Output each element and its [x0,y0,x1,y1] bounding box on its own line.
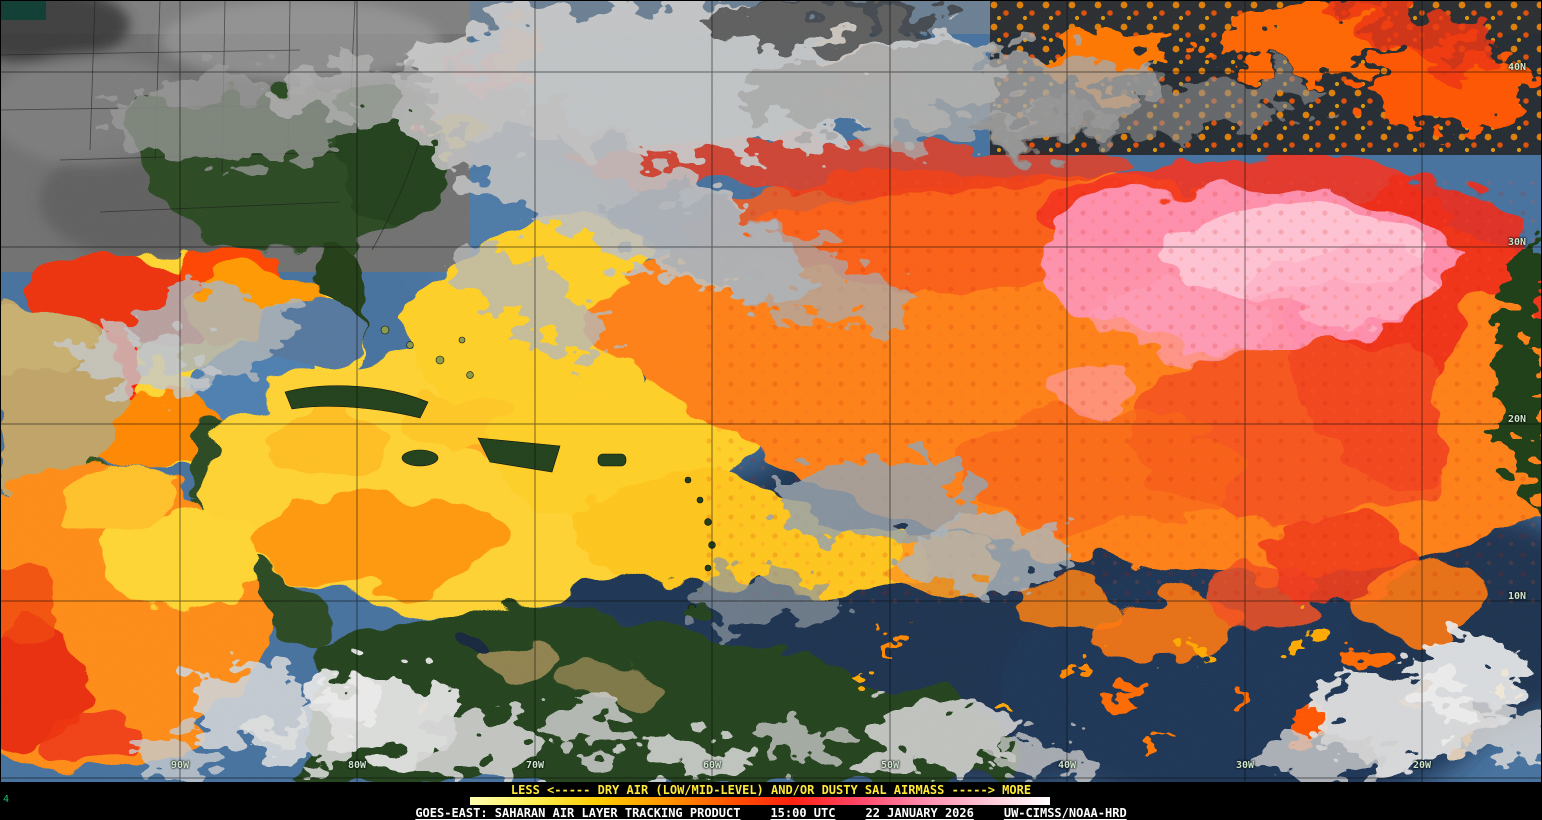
satellite-map: 40N 30N 20N 10N 90W 80W 70W 60W 50W 40W … [0,0,1542,783]
image-grain [0,0,1542,783]
legend-bar: LESS <----- DRY AIR (LOW/MID-LEVEL) AND/… [0,782,1542,797]
product-title: GOES-EAST: SAHARAN AIR LAYER TRACKING PR… [415,806,741,820]
satellite-imagery [0,0,1542,783]
lon-label-70w: 70W [525,760,545,771]
lon-label-60w: 60W [702,760,722,771]
lon-label-80w: 80W [347,760,367,771]
product-title-bar: GOES-EAST: SAHARAN AIR LAYER TRACKING PR… [0,806,1542,820]
lon-label-20w: 20W [1412,760,1432,771]
lon-label-50w: 50W [880,760,900,771]
timestamp-utc: 15:00 UTC [770,806,836,820]
grid-lines [0,0,1542,783]
corner-artifact: 4 [3,794,10,805]
lat-label-10n: 10N [1508,591,1527,602]
legend-color-scale [470,797,1050,805]
lat-label-30n: 30N [1508,237,1527,248]
product-date: 22 JANUARY 2026 [865,806,974,820]
lon-label-40w: 40W [1057,760,1077,771]
lon-label-90w: 90W [170,760,190,771]
lat-label-20n: 20N [1508,414,1527,425]
lon-label-30w: 30W [1235,760,1255,771]
legend-label: LESS <----- DRY AIR (LOW/MID-LEVEL) AND/… [510,782,1032,797]
lat-label-40n: 40N [1508,62,1527,73]
product-credit: UW-CIMSS/NOAA-HRD [1003,806,1127,820]
